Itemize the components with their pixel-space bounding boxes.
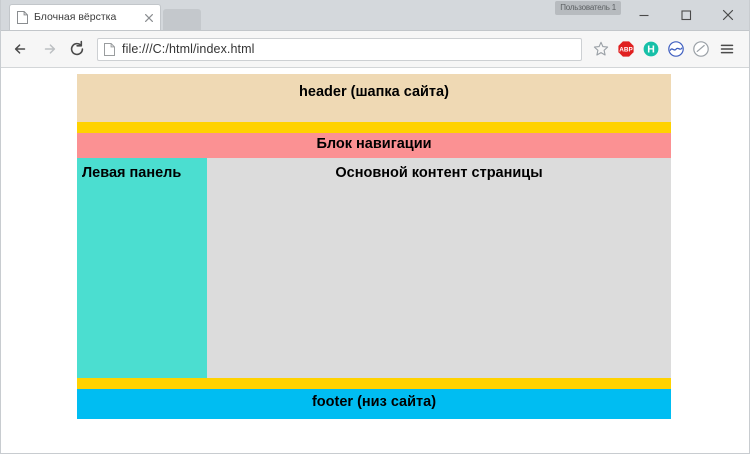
page-icon bbox=[17, 11, 28, 24]
page-block-strip-top bbox=[77, 122, 671, 133]
tab-strip: Блочная вёрстка Пользователь 1 bbox=[1, 0, 749, 31]
tab-title: Блочная вёрстка bbox=[34, 12, 117, 23]
page-block-main-content-label: Основной контент страницы bbox=[335, 165, 543, 181]
letter-h-icon[interactable]: H bbox=[638, 35, 663, 63]
page-block-aside: Левая панель bbox=[77, 158, 207, 378]
tab-blochnaya-verstka[interactable]: Блочная вёрстка bbox=[9, 4, 161, 30]
page-block-header: header (шапка сайта) bbox=[77, 74, 671, 122]
page-block-navigation-label: Блок навигации bbox=[316, 136, 432, 152]
maximize-button[interactable] bbox=[665, 0, 707, 30]
page-viewport: header (шапка сайта) Блок навигации Лева… bbox=[1, 68, 749, 453]
close-icon[interactable] bbox=[142, 11, 156, 25]
page-block-footer-label: footer (низ сайта) bbox=[311, 394, 437, 410]
new-tab-area[interactable] bbox=[163, 9, 201, 30]
page-block-header-label: header (шапка сайта) bbox=[299, 84, 449, 100]
page-layout-wrapper: header (шапка сайта) Блок навигации Лева… bbox=[77, 74, 671, 419]
page-icon bbox=[104, 42, 115, 56]
wave-circle-icon[interactable] bbox=[663, 35, 688, 63]
page-block-strip-bottom bbox=[77, 378, 671, 389]
close-window-button[interactable] bbox=[707, 0, 749, 30]
hamburger-menu-icon[interactable] bbox=[713, 35, 741, 63]
forward-arrow-icon bbox=[35, 35, 63, 63]
address-bar[interactable]: file:///C:/html/index.html bbox=[97, 37, 582, 61]
reload-icon[interactable] bbox=[63, 35, 91, 63]
page-block-main-content: Основной контент страницы bbox=[207, 158, 671, 378]
profile-chip[interactable]: Пользователь 1 bbox=[555, 1, 621, 15]
star-icon[interactable] bbox=[588, 35, 613, 63]
svg-text:H: H bbox=[647, 44, 655, 56]
page-block-footer: footer (низ сайта) bbox=[77, 389, 671, 419]
slash-circle-icon[interactable] bbox=[688, 35, 713, 63]
adblock-plus-icon[interactable]: ABP bbox=[613, 35, 638, 63]
page-block-aside-label: Левая панель bbox=[82, 165, 182, 181]
back-arrow-icon[interactable] bbox=[7, 35, 35, 63]
window-controls bbox=[623, 0, 749, 30]
page-block-navigation: Блок навигации bbox=[77, 133, 671, 158]
address-bar-url: file:///C:/html/index.html bbox=[122, 42, 255, 56]
svg-text:ABP: ABP bbox=[619, 47, 633, 54]
page-columns: Левая панель Основной контент страницы bbox=[77, 158, 671, 378]
browser-toolbar: file:///C:/html/index.html ABP H bbox=[1, 31, 749, 68]
minimize-button[interactable] bbox=[623, 0, 665, 30]
